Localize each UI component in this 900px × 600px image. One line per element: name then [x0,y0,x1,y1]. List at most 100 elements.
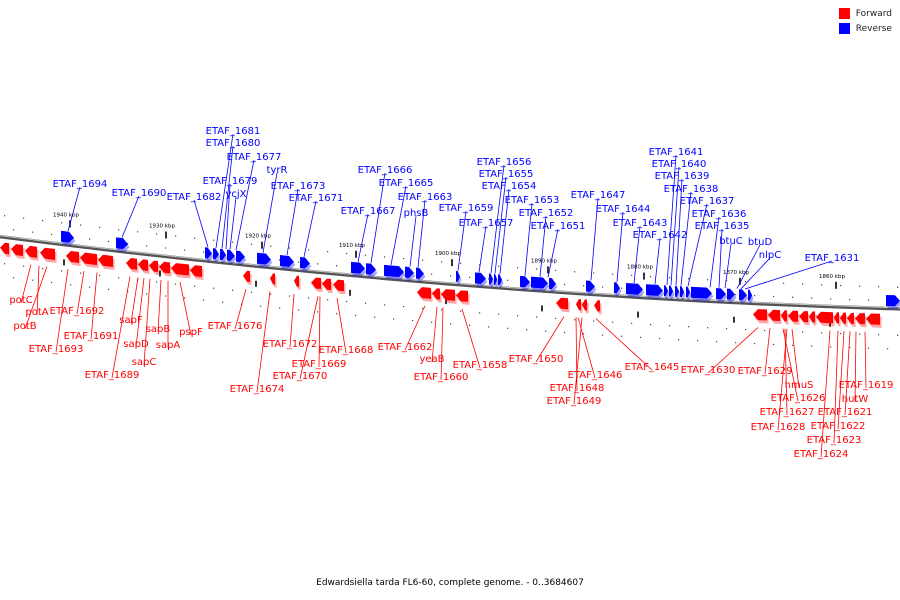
leader-pspf [179,281,192,336]
gene-label-etaf-1636: ETAF_1636 [692,209,747,220]
leader-etaf-1643 [633,225,641,284]
genome-backbone [0,234,900,311]
leader-etaf-1659 [457,210,467,271]
scale-dot [298,309,300,311]
gene-label-etaf-1667: ETAF_1667 [341,206,396,217]
gene-label-etaf-1660: ETAF_1660 [414,372,469,383]
genome-title: Edwardsiella tarda FL6-60, complete geno… [316,578,584,588]
scale-dot [51,233,53,236]
position-ticks: 1940 kbp 1930 kbp 1920 kbp 1910 kbp 1900 kbp… [53,212,845,327]
gene-label-etaf-1641: ETAF_1641 [649,147,704,158]
tick-label: 1910 kbp [339,243,365,249]
scale-dot [811,345,813,347]
gene-arrow-r37 [886,294,900,307]
scale-dot [165,247,167,249]
legend-label-forward: Forward [855,8,892,19]
gene-arrow-r10 [351,261,365,274]
scale-dot [555,317,557,320]
scale-dot [431,273,433,275]
leader-etaf-1663 [417,199,426,268]
scale-dot [887,348,889,350]
scale-dot [897,286,899,288]
tick-label: 1920 kbp [245,234,271,240]
leader-etaf-1653 [524,202,533,276]
leader-etaf-1650 [535,316,565,363]
scale-dot [431,321,433,323]
scale-dot [184,297,186,299]
scale-dot [422,307,424,309]
gene-arrow-f15 [294,275,299,287]
leader-etaf-1655 [494,176,507,274]
gene-arrow-r2 [205,247,212,259]
leader-etaf-1693 [55,269,69,353]
scale-dot [317,311,319,313]
scale-dot [13,277,15,279]
gene-arrow-f7 [126,258,137,270]
gene-label-etaf-1622: ETAF_1622 [811,421,866,432]
scale-dot [422,259,424,261]
gene-label-etaf-1621: ETAF_1621 [818,407,873,418]
gene-arrow-f16 [311,277,321,290]
scale-dot [840,284,842,287]
leader-etaf-1639 [675,178,683,286]
gene-label-pota: potA [25,307,48,318]
scale-dot [830,298,832,300]
scale-dot [99,226,101,229]
scale-dots [4,215,899,350]
scale-dot [783,282,785,284]
gene-arrow-f27 [753,309,767,321]
leader-etaf-1658 [461,308,481,369]
scale-dot [32,279,34,281]
leader-etaf-1642 [654,237,661,285]
leader-etaf-1637 [687,203,708,287]
scale-dot [270,293,272,295]
gene-arrow-r16 [475,272,486,284]
scale-dot [488,326,490,328]
gene-label-btuc: btuC [719,236,743,247]
scale-dot [754,342,756,345]
gene-label-phsb: phsB [404,208,429,219]
gene-arrow-r13 [405,266,414,279]
leader-etaf-1640 [670,166,680,286]
scale-dot [745,280,747,283]
scale-dot [593,320,595,322]
tick-label: 1940 kbp [53,212,79,218]
scale-dot [868,299,870,301]
scale-dot [612,273,614,275]
gene-label-etaf-1690: ETAF_1690 [112,188,167,199]
scale-dot [517,267,519,269]
scale-dot [232,289,234,291]
scale-dot [279,259,281,261]
scale-dot [697,340,699,342]
scale-dot [146,245,148,247]
scale-dot [517,315,519,317]
gene-arrow-r28 [669,285,673,297]
scale-dot [536,268,538,270]
gene-label-nlpc: nlpC [759,250,781,261]
genome-backbone-line [0,234,900,311]
scale-dot [707,279,709,281]
scale-dot [650,323,652,326]
scale-dot [849,346,851,349]
scale-dot [4,215,6,217]
gene-arrow-f9 [149,260,158,273]
leader-etaf-1665 [390,185,407,266]
gene-label-etaf-1655: ETAF_1655 [479,169,534,180]
scale-dot [175,235,177,237]
gene-arrow-r11 [366,263,376,275]
scale-dot [89,286,91,288]
gene-arrow-f8 [138,259,148,271]
gene-arrow-f35 [840,312,846,324]
leader-sapd [135,277,145,348]
leader-etaf-1630 [707,327,759,374]
scale-dot [346,300,348,303]
gene-arrow-f3 [40,247,55,261]
gene-label-etaf-1681: ETAF_1681 [206,126,261,137]
gene-label-sapb: sapB [146,324,171,335]
legend-label-reverse: Reverse [855,23,892,34]
scale-dot [42,267,44,270]
gene-label-etaf-1673: ETAF_1673 [271,181,326,192]
gene-label-etaf-1647: ETAF_1647 [571,190,626,201]
gene-label-etaf-1649: ETAF_1649 [547,396,602,407]
scale-dot [612,321,614,323]
